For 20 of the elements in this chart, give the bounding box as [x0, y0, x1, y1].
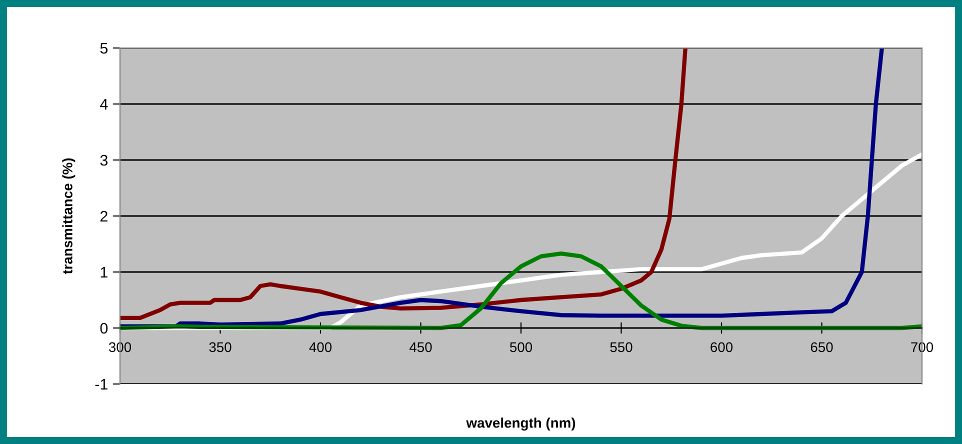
- y-axis-title: transmittance (%): [62, 158, 76, 274]
- x-tick-label: 700: [911, 342, 934, 352]
- y-tick-label: 5: [100, 43, 108, 54]
- y-tick-label: -1: [95, 379, 108, 390]
- x-axis-title: wavelength (nm): [466, 418, 576, 431]
- x-tick-label: 550: [610, 342, 632, 352]
- x-tick-label: 450: [409, 342, 432, 352]
- x-tick-label: 650: [810, 342, 833, 352]
- y-tick-label: 4: [100, 99, 108, 110]
- x-tick-label: 400: [309, 342, 332, 352]
- x-tick-label: 350: [209, 342, 232, 352]
- x-tick-label: 300: [108, 342, 132, 352]
- y-tick-label: 1: [100, 267, 108, 278]
- line-series: [120, 48, 688, 320]
- line-series: [120, 48, 884, 328]
- y-tick-label: 3: [100, 154, 108, 166]
- y-tick-label: 0: [100, 322, 108, 334]
- y-tick-label: 2: [100, 210, 108, 222]
- x-tick-label: 600: [710, 342, 733, 352]
- x-tick-label: 500: [510, 342, 532, 352]
